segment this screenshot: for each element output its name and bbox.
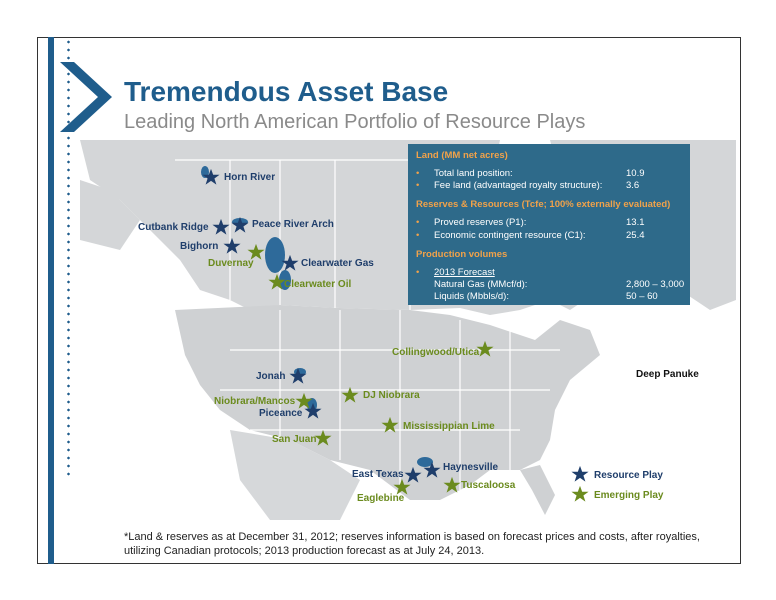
reserves-row-value: 25.4 [626,230,645,241]
label-dj-niobrara: DJ Niobrara [363,390,420,401]
reserves-row-label: Proved reserves (P1): [434,217,527,228]
resource-play-star-icon [223,237,241,254]
label-niobrara-mancos: Niobrara/Mancos [214,396,296,407]
production-row-label: Liquids (Mbbls/d): [434,291,509,302]
emerging-play-star-icon [268,273,286,290]
label-mississippian-lime: Mississippian Lime [403,421,495,432]
reserves-heading: Reserves & Resources (Tcfe; 100% externa… [416,199,671,210]
label-eaglebine: Eaglebine [357,493,405,504]
emerging-play-star-icon [295,392,313,409]
land-row-label: Fee land (advantaged royalty structure): [434,180,603,191]
land-row-label: Total land position: [434,168,513,179]
reserves-row-label: Economic contingent resource (C1): [434,230,586,241]
dotted-accent-line [67,38,70,478]
label-bighorn: Bighorn [180,241,219,252]
page-subtitle: Leading North American Portfolio of Reso… [124,111,586,133]
emerging-play-star-icon [247,243,265,260]
label-peace-river-arch: Peace River Arch [252,219,334,230]
page-title: Tremendous Asset Base [124,76,449,107]
land-row-value: 3.6 [626,180,640,191]
emerging-play-star-icon [443,476,461,493]
land-row-value: 10.9 [626,168,645,179]
emerging-play-star-icon [476,340,494,357]
accent-bar [48,37,54,564]
slide-frame [37,37,741,564]
legend-resource-star-icon [571,465,589,482]
land-row: • Fee land (advantaged royalty structure)… [416,180,640,191]
resource-play-star-icon [304,402,322,419]
production-row: Liquids (Mbbls/d): 50 – 60 [416,291,686,302]
resource-play-star-icon [281,254,299,271]
emerging-play-star-icon [341,386,359,403]
label-east-texas: East Texas [352,469,404,480]
label-collingwood-utica: Collingwood/Utica [392,347,480,358]
reserves-row-value: 13.1 [626,217,645,228]
production-row-value: 2,800 – 3,000 [626,279,685,290]
production-row-label: Natural Gas (MMcf/d): [434,279,528,290]
label-clearwater-gas: Clearwater Gas [301,258,374,269]
emerging-play-star-icon [381,416,399,433]
label-duvernay: Duvernay [208,258,254,269]
production-row: Natural Gas (MMcf/d): 2,800 – 3,000 [416,279,686,290]
label-tuscaloosa: Tuscaloosa [461,480,516,491]
label-san-juan: San Juan [272,434,317,445]
label-haynesville: Haynesville [443,462,499,473]
resource-play-star-icon [212,218,230,235]
legend-emerging-label: Emerging Play [594,490,664,501]
legend-resource-label: Resource Play [594,470,663,481]
reserves-row: • Proved reserves (P1): 13.1 [416,217,645,228]
resource-play-star-icon [404,466,422,483]
legend-emerging-star-icon [571,485,589,502]
forecast-label: 2013 Forecast [434,267,495,278]
resource-play-star-icon [231,216,249,233]
forecast-row: • 2013 Forecast [416,267,495,278]
label-deep-panuke: Deep Panuke [636,369,699,380]
land-row: • Total land position: 10.9 [416,168,645,179]
label-clearwater-oil: Clearwater Oil [284,279,352,290]
label-piceance: Piceance [259,408,303,419]
label-cutbank-ridge: Cutbank Ridge [138,222,209,233]
emerging-play-star-icon [314,429,332,446]
resource-play-star-icon [202,168,220,185]
portfolio-summary-box: Land (MM net acres) • Total land position… [408,144,690,305]
resource-play-star-icon [289,367,307,384]
label-horn-river: Horn River [224,172,276,183]
label-jonah: Jonah [256,371,286,382]
resource-play-star-icon [423,461,441,478]
reserves-row: • Economic contingent resource (C1): 25.4 [416,230,645,241]
chevron-logo-icon [60,62,112,132]
footnote: *Land & reserves as at December 31, 2012… [124,531,700,557]
production-row-value: 50 – 60 [626,291,658,302]
production-heading: Production volumes [416,249,508,260]
land-heading: Land (MM net acres) [416,150,508,161]
emerging-play-star-icon [393,478,411,495]
